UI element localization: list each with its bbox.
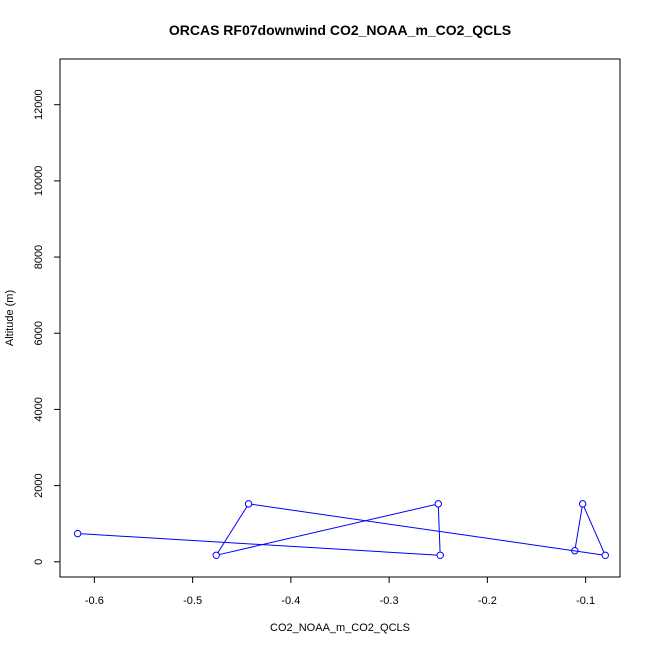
data-point: [571, 547, 579, 555]
chart-title: ORCAS RF07downwind CO2_NOAA_m_CO2_QCLS: [169, 22, 511, 38]
series-line-segment: [217, 506, 248, 553]
y-tick-label: 2000: [33, 473, 45, 497]
series-line-segment: [583, 506, 605, 553]
series-line-segment: [251, 503, 603, 556]
x-axis: -0.6 -0.5 -0.4 -0.3 -0.2 -0.1: [85, 577, 595, 607]
series-line-segment: [219, 504, 436, 556]
x-tick-label: -0.4: [281, 595, 300, 607]
x-tick-label: -0.6: [85, 595, 104, 607]
series-line-segment: [574, 506, 583, 548]
data-point: [212, 551, 220, 559]
y-tick-label: 4000: [33, 397, 45, 421]
y-tick-label: 10000: [33, 166, 45, 197]
data-point: [578, 500, 587, 508]
plot-frame: [59, 58, 621, 578]
x-axis-label: CO2_NOAA_m_CO2_QCLS: [270, 622, 410, 634]
y-tick-label: 6000: [33, 321, 45, 345]
y-tick-label: 0: [33, 559, 45, 565]
series-line-segment: [80, 533, 438, 556]
y-tick-label: 8000: [33, 245, 45, 269]
y-axis: 0 2000 4000 6000 8000 10000 12000: [33, 89, 60, 565]
data-point: [73, 529, 82, 538]
y-axis-label: Altitude (m): [4, 290, 16, 346]
y-tick-label: 12000: [33, 89, 45, 120]
data-point: [436, 551, 444, 559]
data-point: [434, 500, 442, 508]
x-tick-label: -0.3: [380, 595, 399, 607]
x-tick-label: -0.1: [576, 595, 595, 607]
data-point: [244, 500, 253, 508]
x-tick-label: -0.2: [478, 595, 497, 607]
series-line-segment: [437, 507, 441, 553]
series-layer: [73, 500, 609, 559]
x-tick-label: -0.5: [183, 595, 202, 607]
data-point: [601, 551, 609, 559]
